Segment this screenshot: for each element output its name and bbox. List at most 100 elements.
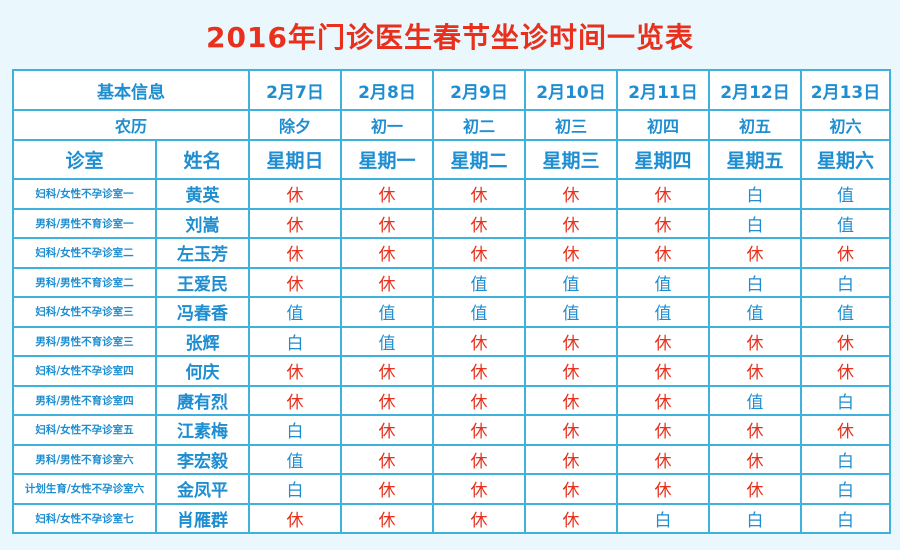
- room-cell: 计划生育/女性不孕诊室六: [12, 473, 157, 505]
- schedule-cell: 休: [248, 237, 342, 269]
- schedule-cell: 值: [340, 325, 434, 357]
- date-header: 2月10日: [524, 69, 618, 111]
- room-cell: 妇科/女性不孕诊室七: [12, 502, 157, 534]
- schedule-cell: 休: [708, 325, 802, 357]
- schedule-cell: 值: [708, 384, 802, 416]
- schedule-cell: 休: [708, 473, 802, 505]
- schedule-cell: 休: [524, 237, 618, 269]
- weekday-header: 星期一: [340, 139, 434, 180]
- table-row: 男科/男性不育诊室六 李宏毅值休休休休休白: [12, 443, 891, 475]
- schedule-cell: 休: [432, 384, 526, 416]
- schedule-cell: 值: [800, 207, 891, 239]
- doctor-name-cell: 冯春香: [155, 296, 250, 328]
- doctor-name-cell: 张辉: [155, 325, 250, 357]
- table-row: 妇科/女性不孕诊室七 肖雁群休休休休白白白: [12, 502, 891, 534]
- table-row: 男科/男性不育诊室二 王爱民休休值值值白白: [12, 266, 891, 298]
- date-header: 2月13日: [800, 69, 891, 111]
- date-header: 2月7日: [248, 69, 342, 111]
- schedule-cell: 休: [800, 414, 891, 446]
- weekday-header: 星期日: [248, 139, 342, 180]
- schedule-cell: 休: [248, 502, 342, 534]
- date-header: 2月12日: [708, 69, 802, 111]
- schedule-cell: 休: [800, 355, 891, 387]
- room-cell: 妇科/女性不孕诊室二: [12, 237, 157, 269]
- schedule-cell: 休: [432, 473, 526, 505]
- schedule-cell: 休: [616, 178, 710, 210]
- schedule-cell: 值: [432, 296, 526, 328]
- schedule-cell: 值: [708, 296, 802, 328]
- schedule-cell: 白: [248, 414, 342, 446]
- schedule-cell: 值: [432, 266, 526, 298]
- schedule-cell: 值: [800, 296, 891, 328]
- room-cell: 男科/男性不育诊室三: [12, 325, 157, 357]
- doctor-name-cell: 王爱民: [155, 266, 250, 298]
- schedule-cell: 休: [340, 178, 434, 210]
- schedule-cell: 休: [248, 266, 342, 298]
- table-row: 男科/男性不育诊室一 刘嵩休休休休休白值: [12, 207, 891, 239]
- weekday-header: 星期六: [800, 139, 891, 180]
- doctor-name-cell: 肖雁群: [155, 502, 250, 534]
- schedule-cell: 休: [432, 443, 526, 475]
- schedule-cell: 值: [800, 178, 891, 210]
- schedule-cell: 休: [248, 384, 342, 416]
- room-cell: 男科/男性不育诊室一: [12, 207, 157, 239]
- schedule-cell: 休: [248, 355, 342, 387]
- table-row: 男科/男性不育诊室三 张辉白值休休休休休: [12, 325, 891, 357]
- schedule-cell: 休: [616, 355, 710, 387]
- weekday-header: 星期三: [524, 139, 618, 180]
- schedule-cell: 白: [800, 502, 891, 534]
- lunar-day: 除夕: [248, 109, 342, 141]
- date-header: 2月9日: [432, 69, 526, 111]
- schedule-cell: 白: [708, 207, 802, 239]
- schedule-cell: 白: [708, 502, 802, 534]
- schedule-cell: 白: [708, 178, 802, 210]
- lunar-day: 初一: [340, 109, 434, 141]
- weekday-header: 星期四: [616, 139, 710, 180]
- schedule-cell: 休: [340, 384, 434, 416]
- schedule-cell: 休: [800, 237, 891, 269]
- table-row: 妇科/女性不孕诊室一 黄英休休休休休白值: [12, 178, 891, 210]
- schedule-cell: 休: [432, 207, 526, 239]
- schedule-cell: 休: [524, 414, 618, 446]
- lunar-day: 初五: [708, 109, 802, 141]
- schedule-cell: 值: [524, 266, 618, 298]
- lunar-day: 初二: [432, 109, 526, 141]
- lunar-day: 初三: [524, 109, 618, 141]
- table-row: 妇科/女性不孕诊室四 何庆休休休休休休休: [12, 355, 891, 387]
- schedule-cell: 休: [432, 237, 526, 269]
- room-cell: 男科/男性不育诊室二: [12, 266, 157, 298]
- room-cell: 妇科/女性不孕诊室五: [12, 414, 157, 446]
- schedule-cell: 值: [340, 296, 434, 328]
- schedule-cell: 休: [524, 355, 618, 387]
- header-row-dates: 基本信息 2月7日 2月8日 2月9日 2月10日 2月11日 2月12日 2月…: [12, 69, 891, 111]
- schedule-cell: 休: [616, 443, 710, 475]
- schedule-cell: 休: [340, 443, 434, 475]
- schedule-cell: 休: [708, 355, 802, 387]
- schedule-cell: 休: [524, 325, 618, 357]
- schedule-cell: 值: [524, 296, 618, 328]
- room-cell: 男科/男性不育诊室六: [12, 443, 157, 475]
- schedule-cell: 值: [616, 296, 710, 328]
- doctor-name-cell: 刘嵩: [155, 207, 250, 239]
- schedule-cell: 值: [248, 296, 342, 328]
- schedule-cell: 休: [708, 237, 802, 269]
- schedule-cell: 休: [524, 384, 618, 416]
- schedule-cell: 休: [432, 325, 526, 357]
- schedule-cell: 休: [432, 355, 526, 387]
- weekday-header: 星期二: [432, 139, 526, 180]
- schedule-table: 基本信息 2月7日 2月8日 2月9日 2月10日 2月11日 2月12日 2月…: [12, 69, 891, 534]
- page-title: 2016年门诊医生春节坐诊时间一览表: [206, 21, 694, 54]
- schedule-cell: 休: [708, 414, 802, 446]
- schedule-cell: 白: [248, 473, 342, 505]
- room-cell: 妇科/女性不孕诊室三: [12, 296, 157, 328]
- schedule-cell: 休: [248, 178, 342, 210]
- schedule-cell: 休: [708, 443, 802, 475]
- schedule-cell: 休: [616, 325, 710, 357]
- schedule-cell: 休: [340, 414, 434, 446]
- table-row: 妇科/女性不孕诊室二 左玉芳休休休休休休休: [12, 237, 891, 269]
- date-header: 2月11日: [616, 69, 710, 111]
- schedule-cell: 休: [340, 473, 434, 505]
- schedule-cell: 休: [432, 178, 526, 210]
- schedule-cell: 休: [616, 473, 710, 505]
